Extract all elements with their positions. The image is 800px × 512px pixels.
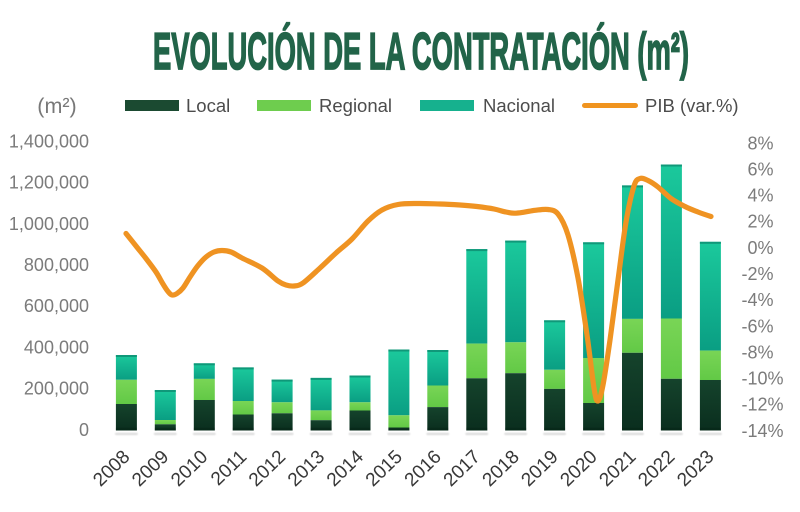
svg-text:8%: 8%: [748, 133, 774, 153]
svg-text:1,200,000: 1,200,000: [9, 173, 89, 193]
svg-text:1,000,000: 1,000,000: [9, 214, 89, 234]
svg-text:0%: 0%: [748, 238, 774, 258]
svg-text:1,400,000: 1,400,000: [9, 131, 89, 151]
svg-text:-12%: -12%: [742, 395, 784, 415]
svg-text:200,000: 200,000: [24, 379, 89, 399]
svg-text:-6%: -6%: [742, 316, 774, 336]
svg-text:0: 0: [79, 420, 89, 440]
svg-text:2%: 2%: [748, 212, 774, 232]
svg-text:Local: Local: [186, 95, 230, 116]
svg-text:-8%: -8%: [742, 342, 774, 362]
svg-text:Nacional: Nacional: [483, 95, 555, 116]
svg-text:400,000: 400,000: [24, 337, 89, 357]
svg-text:4%: 4%: [748, 186, 774, 206]
svg-text:-4%: -4%: [742, 290, 774, 310]
svg-text:6%: 6%: [748, 159, 774, 179]
svg-text:PIB (var.%): PIB (var.%): [645, 95, 739, 116]
svg-text:Regional: Regional: [319, 95, 392, 116]
svg-text:600,000: 600,000: [24, 296, 89, 316]
svg-text:(m²): (m²): [37, 94, 76, 118]
svg-text:800,000: 800,000: [24, 255, 89, 275]
svg-text:-2%: -2%: [742, 264, 774, 284]
svg-text:-10%: -10%: [742, 369, 784, 389]
svg-text:EVOLUCIÓN DE LA CONTRATACIÓN (: EVOLUCIÓN DE LA CONTRATACIÓN (m²): [153, 22, 689, 80]
svg-text:-14%: -14%: [742, 421, 784, 441]
